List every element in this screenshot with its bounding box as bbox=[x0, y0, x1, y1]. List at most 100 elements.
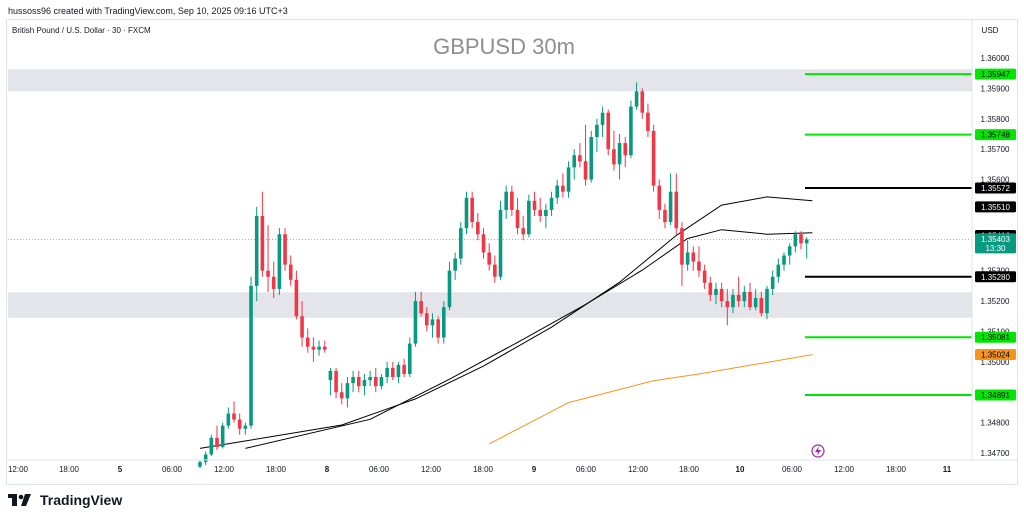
candle bbox=[271, 261, 276, 299]
candle-body bbox=[470, 197, 474, 223]
candle-body bbox=[776, 264, 781, 277]
candle bbox=[425, 307, 429, 332]
candle bbox=[572, 149, 577, 180]
time-axis-layer: 12:00 18:00 5 06:00 12:00 18:00 8 06:00 12:00 18:… bbox=[8, 459, 1018, 474]
candle-body bbox=[294, 279, 299, 317]
candle bbox=[317, 340, 321, 356]
candle bbox=[697, 246, 701, 277]
candle bbox=[362, 374, 367, 396]
candle bbox=[600, 106, 605, 137]
candle-body bbox=[663, 209, 667, 223]
candle bbox=[453, 252, 457, 280]
candle bbox=[396, 361, 401, 384]
candle-body bbox=[339, 392, 344, 399]
tradingview-brand[interactable]: TradingView bbox=[8, 492, 122, 508]
price-tick-label: 1.34800 bbox=[981, 419, 1010, 428]
candle bbox=[725, 288, 730, 326]
candle-body bbox=[402, 364, 406, 374]
candle-body bbox=[646, 112, 650, 131]
line-series-1 bbox=[245, 229, 813, 449]
lightning-icon[interactable] bbox=[811, 444, 825, 458]
candle bbox=[515, 197, 520, 235]
candle-body bbox=[379, 377, 384, 387]
candle bbox=[759, 291, 764, 317]
time-tick-label: 18:00 bbox=[679, 465, 700, 474]
candle bbox=[476, 212, 480, 241]
candle-body bbox=[736, 295, 741, 302]
symbol-description: British Pound / U.S. Dollar · 30 · FXCM bbox=[12, 26, 151, 35]
candle bbox=[305, 328, 310, 353]
candle-body bbox=[442, 307, 446, 338]
level-price-tag: 1.35280 bbox=[975, 271, 1016, 283]
candle-body bbox=[731, 295, 735, 308]
candle-body bbox=[203, 454, 208, 463]
candle bbox=[776, 258, 781, 283]
candle bbox=[612, 130, 616, 171]
time-tick-label: 06:00 bbox=[576, 465, 597, 474]
candle bbox=[685, 240, 690, 271]
candle-body bbox=[453, 258, 457, 271]
level-price-tag-bg bbox=[975, 389, 1016, 401]
candle-body bbox=[600, 112, 605, 125]
candle-body bbox=[561, 185, 565, 192]
candle bbox=[504, 185, 508, 220]
last-price-bg bbox=[975, 233, 1016, 254]
candle-body bbox=[759, 298, 764, 314]
candle-body bbox=[385, 367, 389, 378]
candle bbox=[419, 291, 423, 317]
candle-body bbox=[765, 288, 769, 314]
price-tag-bg bbox=[975, 201, 1016, 213]
candle-body bbox=[368, 377, 372, 381]
candle bbox=[300, 301, 304, 347]
candle-body bbox=[305, 337, 310, 347]
candle bbox=[385, 361, 389, 384]
candle bbox=[351, 370, 355, 393]
candle bbox=[583, 124, 588, 186]
candle-body bbox=[209, 437, 214, 455]
candle bbox=[198, 460, 202, 469]
candle-body bbox=[390, 367, 395, 378]
candle-body bbox=[220, 425, 225, 447]
candle-body bbox=[493, 264, 497, 277]
candle bbox=[589, 130, 594, 183]
candle-body bbox=[702, 270, 707, 283]
candle bbox=[442, 301, 446, 344]
level-price-tag-bg bbox=[975, 68, 1016, 80]
candle bbox=[209, 434, 214, 457]
candle-body bbox=[742, 291, 747, 302]
candle bbox=[793, 231, 798, 253]
price-tick-label: 1.35900 bbox=[981, 84, 1010, 93]
time-tick-label: 06:00 bbox=[369, 465, 390, 474]
candle bbox=[232, 401, 236, 423]
candle-body bbox=[226, 413, 231, 426]
candle bbox=[532, 191, 537, 216]
candle-body bbox=[583, 161, 588, 180]
candle-body bbox=[668, 191, 673, 223]
candle bbox=[521, 216, 525, 241]
candle-body bbox=[328, 370, 333, 381]
candle-body bbox=[719, 288, 724, 302]
level-price-tag: 1.34891 bbox=[975, 389, 1016, 401]
candle bbox=[753, 288, 758, 311]
time-tick-label: 10 bbox=[736, 465, 745, 474]
candle-body bbox=[476, 222, 480, 235]
price-tag-text: 1.35024 bbox=[981, 351, 1010, 360]
candle-body bbox=[578, 155, 582, 162]
candle bbox=[345, 377, 350, 408]
time-tick-label: 12:00 bbox=[834, 465, 855, 474]
chart-credit: hussoss96 created with TradingView.com, … bbox=[8, 6, 288, 16]
time-tick-label: 18:00 bbox=[59, 465, 80, 474]
candle bbox=[402, 358, 406, 378]
candle-body bbox=[515, 209, 520, 229]
candle-body bbox=[612, 149, 616, 165]
time-tick-label: 12:00 bbox=[421, 465, 442, 474]
time-tick-label: 18:00 bbox=[886, 465, 907, 474]
candle bbox=[668, 173, 673, 226]
candle bbox=[736, 276, 741, 308]
candle-body bbox=[447, 270, 452, 308]
candle bbox=[493, 255, 497, 283]
candle-body bbox=[322, 346, 327, 350]
candle bbox=[651, 124, 656, 192]
candle bbox=[566, 161, 571, 198]
